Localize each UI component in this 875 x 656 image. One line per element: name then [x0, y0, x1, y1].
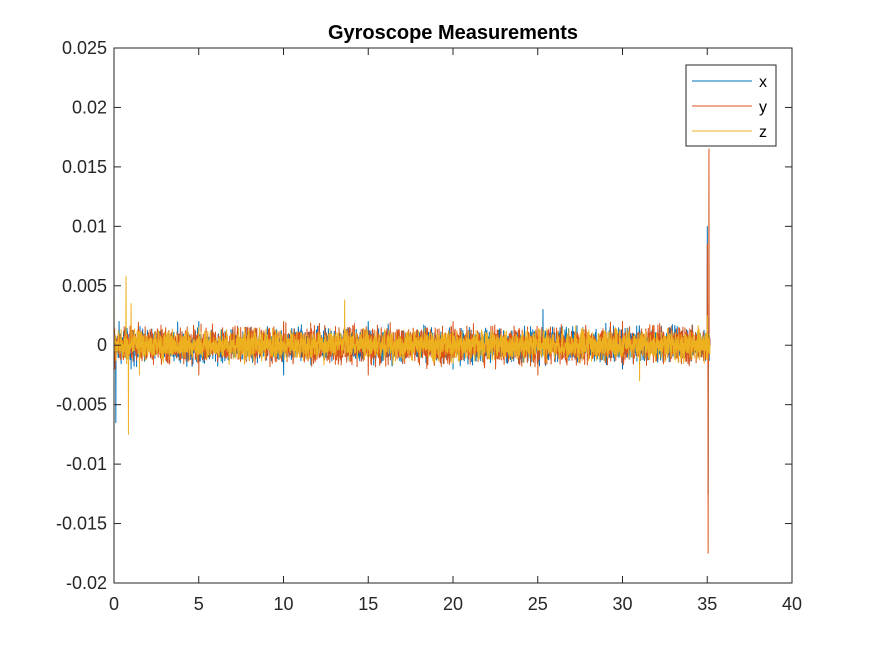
y-tick-label: 0.015 — [62, 157, 107, 177]
y-tick-label: -0.02 — [66, 573, 107, 593]
x-tick-label: 15 — [358, 594, 378, 614]
y-tick-label: 0.025 — [62, 38, 107, 58]
x-tick-label: 40 — [782, 594, 802, 614]
y-tick-label: 0.02 — [72, 97, 107, 117]
x-tick-label: 0 — [109, 594, 119, 614]
y-tick-label: -0.005 — [56, 395, 107, 415]
legend-label-y: y — [759, 99, 767, 116]
legend: xyz — [686, 65, 776, 146]
chart-title: Gyroscope Measurements — [328, 22, 578, 44]
x-tick-label: 20 — [443, 594, 463, 614]
x-tick-label: 5 — [194, 594, 204, 614]
x-tick-label: 25 — [528, 594, 548, 614]
legend-label-x: x — [759, 74, 767, 91]
y-tick-label: 0.005 — [62, 276, 107, 296]
x-tick-label: 30 — [612, 594, 632, 614]
x-tick-label: 10 — [273, 594, 293, 614]
x-tick-label: 35 — [697, 594, 717, 614]
y-tick-label: 0.01 — [72, 216, 107, 236]
legend-label-z: z — [759, 124, 767, 141]
y-tick-label: -0.01 — [66, 454, 107, 474]
y-tick-label: 0 — [97, 335, 107, 355]
y-tick-label: -0.015 — [56, 514, 107, 534]
